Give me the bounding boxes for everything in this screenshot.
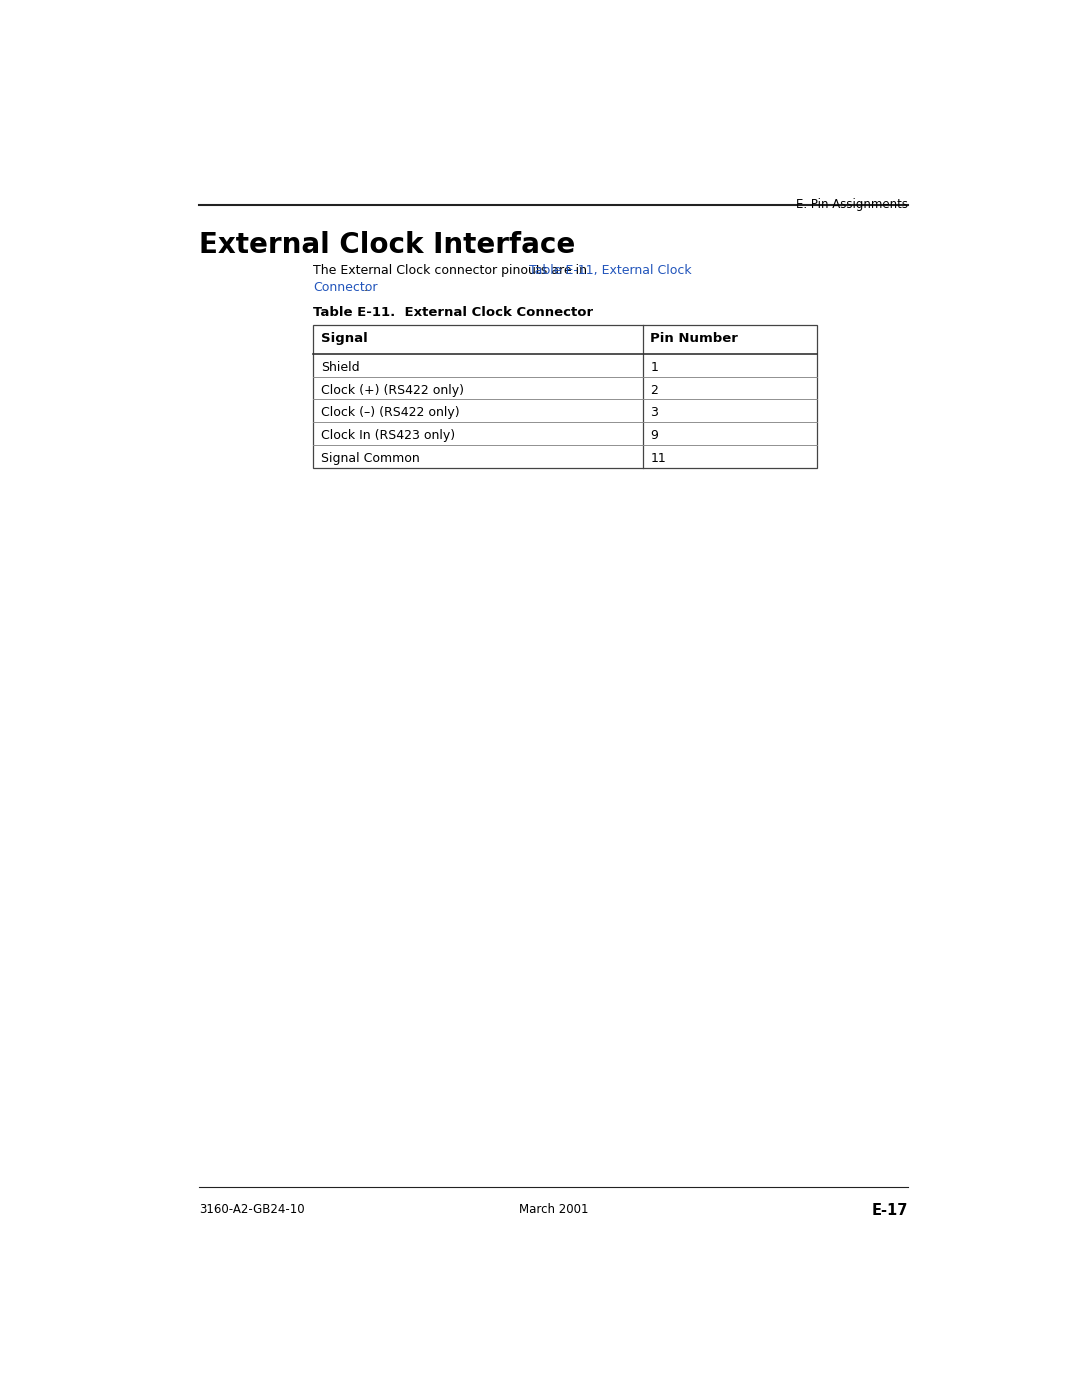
Text: Clock (–) (RS422 only): Clock (–) (RS422 only): [321, 407, 460, 419]
Text: Pin Number: Pin Number: [650, 332, 739, 345]
Text: .: .: [363, 281, 367, 293]
Text: Signal Common: Signal Common: [321, 451, 420, 465]
Text: The External Clock connector pinouts are in: The External Clock connector pinouts are…: [313, 264, 591, 277]
Text: Connector: Connector: [313, 281, 378, 293]
Text: March 2001: March 2001: [518, 1203, 589, 1217]
Text: Shield: Shield: [321, 360, 360, 374]
Text: Clock (+) (RS422 only): Clock (+) (RS422 only): [321, 384, 464, 397]
Text: 1: 1: [650, 360, 658, 374]
Text: 2: 2: [650, 384, 658, 397]
Text: Signal: Signal: [321, 332, 368, 345]
Text: External Clock Interface: External Clock Interface: [200, 231, 576, 258]
Text: Clock In (RS423 only): Clock In (RS423 only): [321, 429, 455, 441]
Text: Table E-11.  External Clock Connector: Table E-11. External Clock Connector: [313, 306, 593, 320]
Text: 3160-A2-GB24-10: 3160-A2-GB24-10: [200, 1203, 305, 1217]
Text: E. Pin Assignments: E. Pin Assignments: [796, 198, 907, 211]
Bar: [313, 326, 816, 468]
Text: 9: 9: [650, 429, 658, 441]
Text: Table E-11, External Clock: Table E-11, External Clock: [529, 264, 691, 277]
Text: 3: 3: [650, 407, 658, 419]
Text: E-17: E-17: [872, 1203, 907, 1218]
Text: 11: 11: [650, 451, 666, 465]
